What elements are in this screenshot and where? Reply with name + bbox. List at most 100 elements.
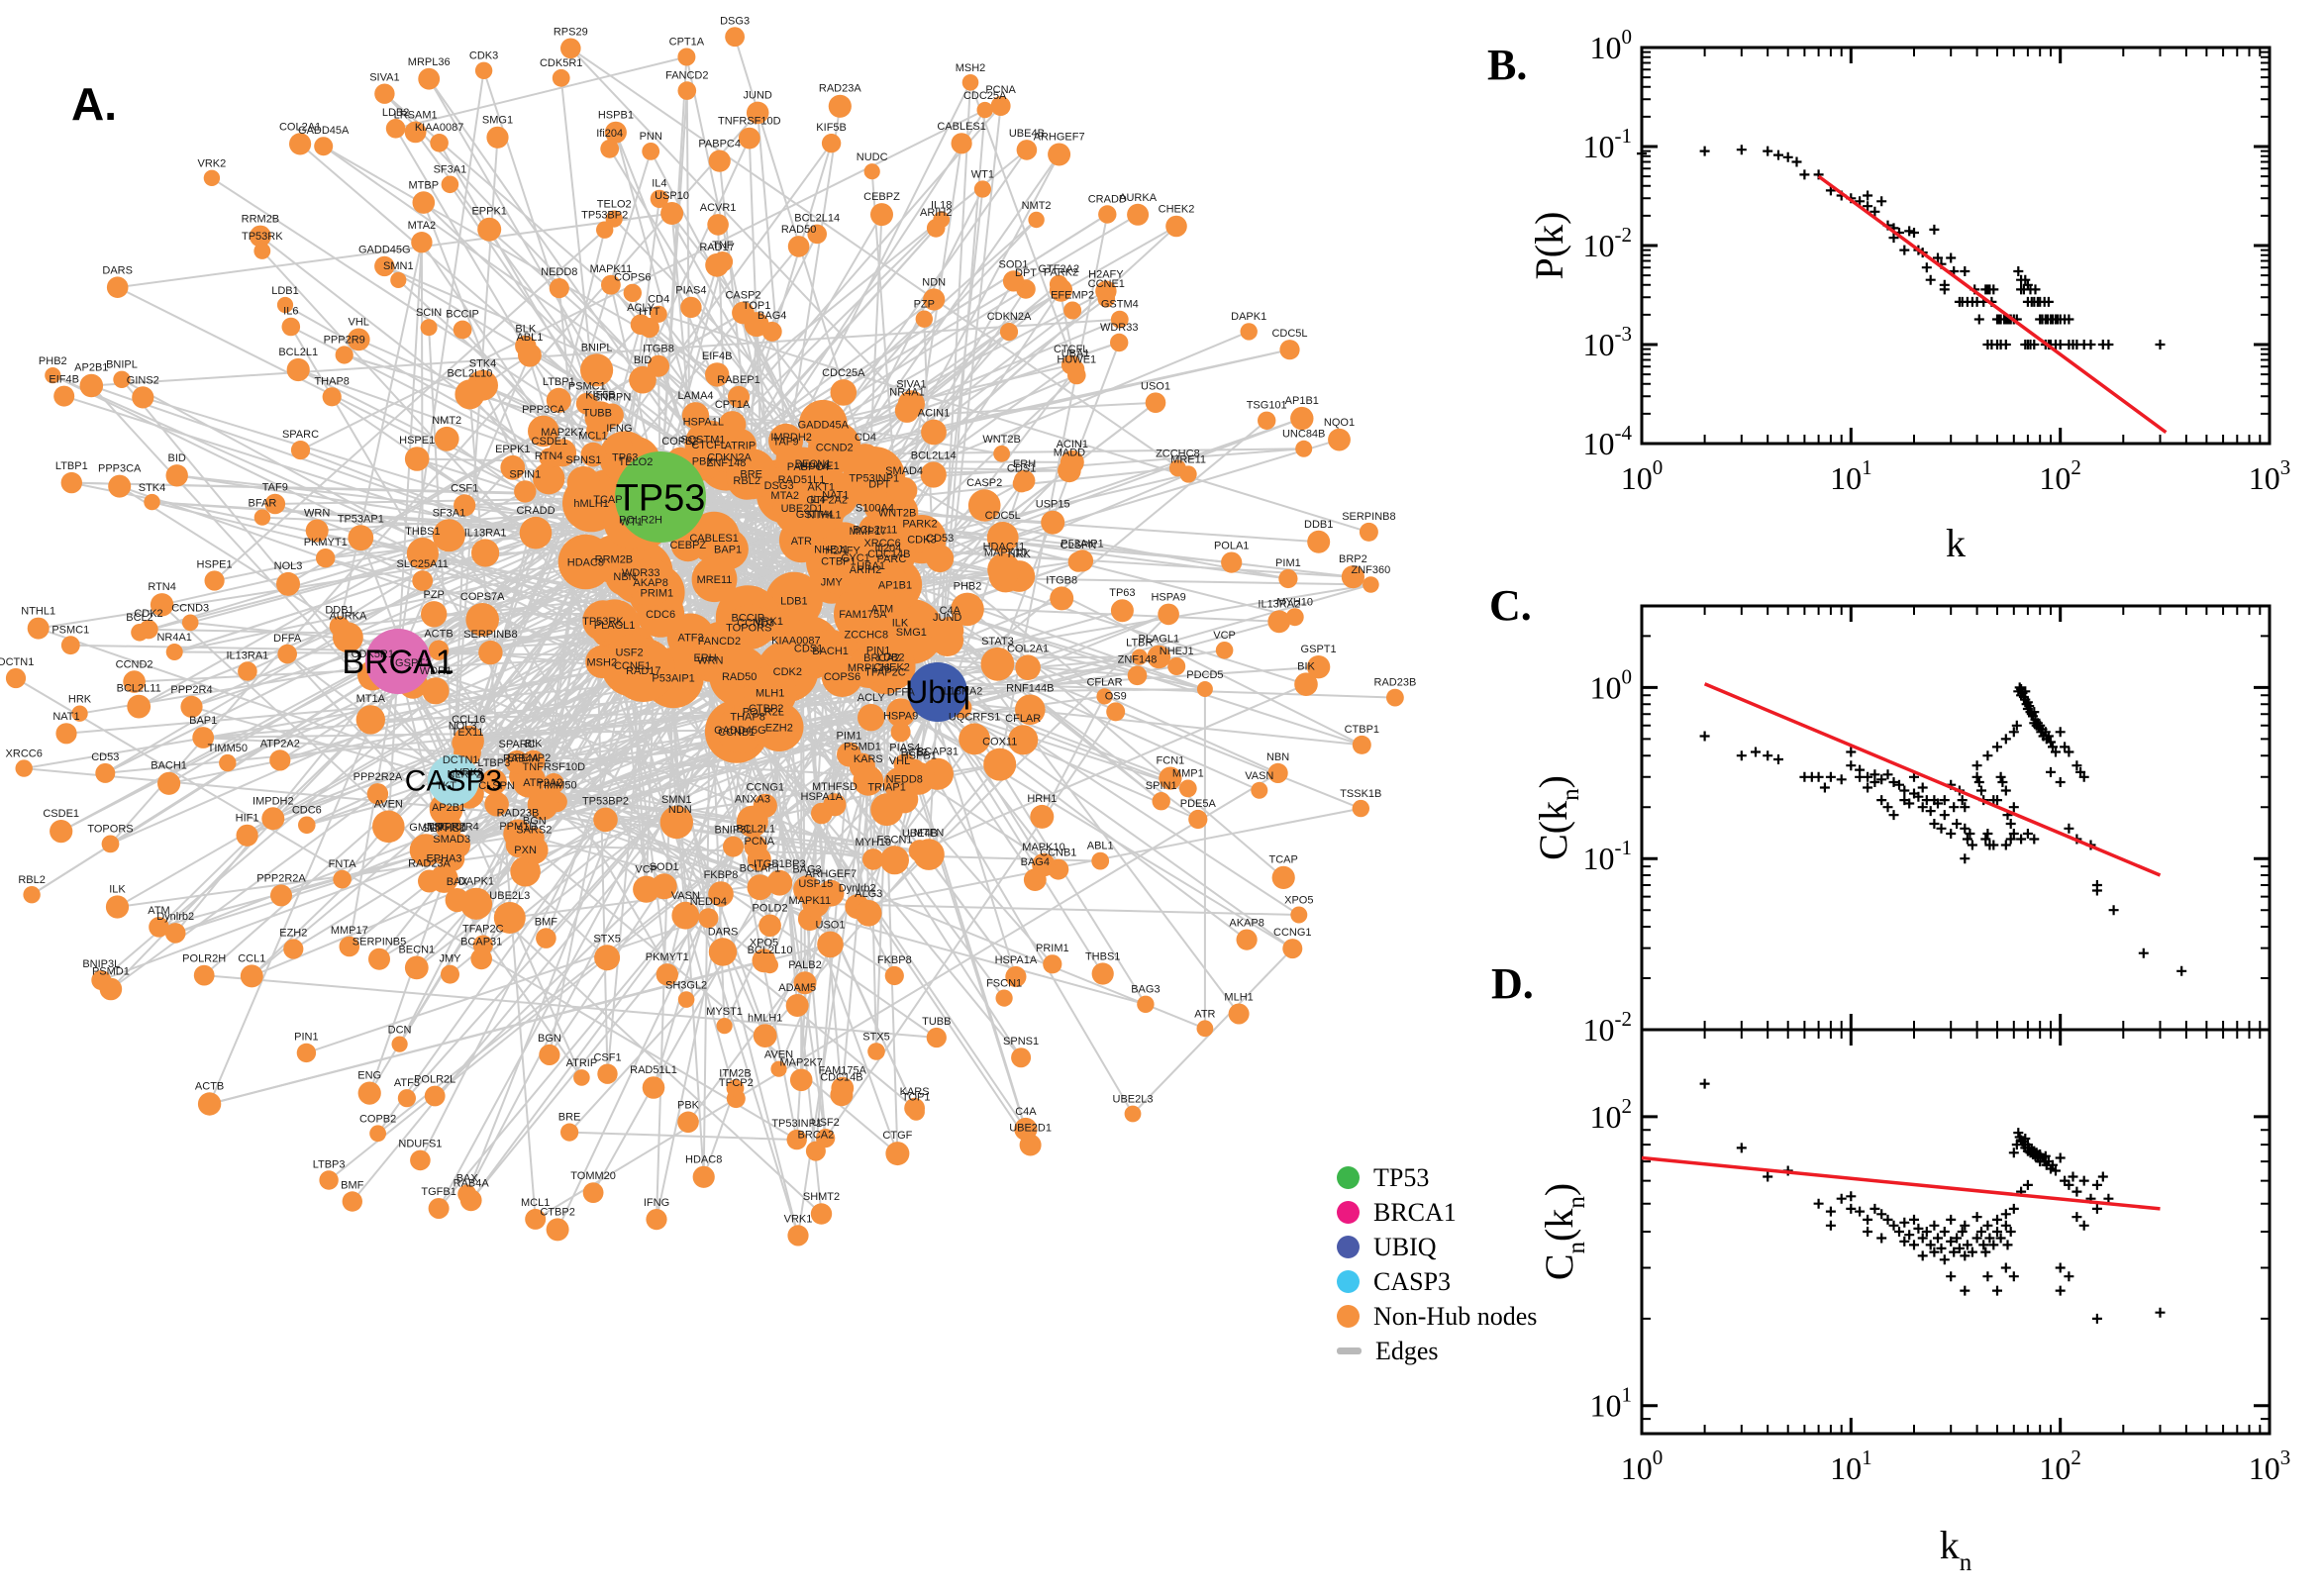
network-node (601, 274, 621, 295)
network-node-label: SPNS1 (565, 454, 601, 466)
network-node (736, 805, 768, 838)
network-node-label: Ifi204 (874, 543, 901, 554)
network-node-label: CD53 (926, 533, 954, 545)
network-node-label: CEBPZ (669, 540, 706, 551)
network-node-label: COPS6 (614, 272, 651, 284)
network-node-label: NEDD8 (886, 773, 923, 785)
network-node (775, 444, 807, 475)
plot-frame (1640, 1028, 2272, 1436)
network-edge (31, 496, 661, 896)
network-node-label: TRIAP1 (867, 781, 906, 793)
network-node (1097, 289, 1116, 308)
network-node-label: VASN (1245, 770, 1273, 782)
network-node-label: COPB2 (359, 1113, 396, 1125)
network-node (863, 490, 895, 523)
network-node-label: WT1 (620, 516, 643, 528)
network-node (692, 1165, 715, 1188)
network-node-label: TP53INP1 (771, 1118, 822, 1130)
network-node-label: TGFB1 (421, 1186, 455, 1198)
network-node-label: NTHL1 (21, 606, 55, 618)
network-node (566, 465, 601, 500)
hub-node-tp53 (615, 451, 706, 543)
network-node (1236, 929, 1258, 950)
network-node-label: ATM (148, 905, 169, 917)
network-node-label: RAD17 (699, 242, 734, 253)
network-node-label: GSTM4 (796, 509, 834, 521)
network-node (374, 83, 395, 104)
network-edge (247, 668, 645, 837)
network-node-label: VRK2 (198, 158, 227, 170)
network-node (1015, 654, 1041, 680)
legend-label-nonhub: Non-Hub nodes (1373, 1301, 1538, 1331)
network-node-label: BECN1 (795, 458, 832, 470)
network-node-label: CCL16 (452, 714, 485, 726)
network-node-label: HSPE1 (399, 435, 435, 447)
network-node (677, 81, 697, 100)
network-node (404, 121, 427, 144)
fit-line (1817, 174, 2168, 435)
network-node-label: RAD51L1 (630, 1064, 677, 1076)
network-node-label: PHB2 (954, 581, 982, 593)
network-node-label: C4A (940, 605, 961, 617)
network-node (276, 571, 300, 596)
network-node-label: NOL3 (449, 721, 477, 733)
network-node-label: CDK5R1 (540, 57, 582, 69)
network-node-label: TP53RK (582, 616, 624, 628)
network-node-label: CTBP2 (749, 703, 783, 715)
network-node (131, 624, 149, 642)
network-node (862, 848, 884, 870)
network-node-label: SH3GL2 (665, 979, 707, 991)
network-node-label: FKBP8 (704, 869, 739, 881)
network-node-label: USO1 (1141, 380, 1170, 392)
network-node (15, 759, 33, 777)
network-node (253, 509, 271, 526)
legend-item-tp53: TP53 (1337, 1160, 1537, 1195)
network-node-label: CCNG1 (1273, 927, 1312, 939)
network-node-label: PIAS4 (889, 742, 920, 753)
network-node-label: ILK (892, 617, 909, 629)
network-node (557, 534, 614, 590)
network-node-label: CTCFL (1054, 344, 1088, 355)
network-node (374, 255, 395, 277)
network-edge (109, 112, 758, 846)
network-node-label: CPT1A (715, 399, 751, 411)
tick-label: 103 (2249, 455, 2291, 496)
network-node (747, 874, 773, 901)
network-node-label: CFLAR (1086, 676, 1122, 688)
network-node (830, 379, 858, 406)
tick-label: 102 (2039, 455, 2081, 496)
network-node-label: CTBP1 (821, 556, 856, 568)
network-node-label: STX5 (593, 933, 621, 945)
network-node-label: WDR1 (420, 665, 452, 677)
network-node (716, 1018, 733, 1035)
network-node (277, 644, 298, 664)
network-node (787, 236, 810, 257)
network-node (708, 150, 731, 172)
network-node-label: ATF3 (678, 632, 704, 644)
network-node (1060, 449, 1084, 474)
network-node-label: SMN1 (383, 260, 414, 272)
network-edge (937, 420, 1267, 693)
network-node-label: SMG1 (482, 115, 513, 127)
network-node-label: ENG (357, 1070, 381, 1082)
network-node (817, 931, 844, 958)
network-node (261, 807, 285, 831)
network-node (656, 963, 678, 986)
network-node (787, 1225, 809, 1247)
network-node-label: BFAR (249, 498, 277, 510)
network-node (580, 353, 614, 387)
network-node-label: NHEJ1 (814, 545, 849, 556)
network-node-label: TFCP2 (719, 1077, 754, 1089)
network-node-label: KIF5B (585, 389, 616, 401)
network-edge (888, 551, 1307, 686)
network-node (465, 603, 500, 637)
network-node-label: GADD45A (798, 419, 850, 431)
network-node-label: DFFA (887, 686, 916, 698)
network-legend: TP53 BRCA1 UBIQ CASP3 Non-Hub nodes Edges (1337, 1160, 1537, 1368)
network-node-label: NR4A1 (889, 387, 924, 399)
network-node-label: ATR (791, 536, 812, 548)
network-node-label: EFEMP2 (1051, 290, 1094, 302)
network-node-label: TELO2 (618, 456, 653, 468)
network-node-label: TP53RK (242, 231, 283, 243)
